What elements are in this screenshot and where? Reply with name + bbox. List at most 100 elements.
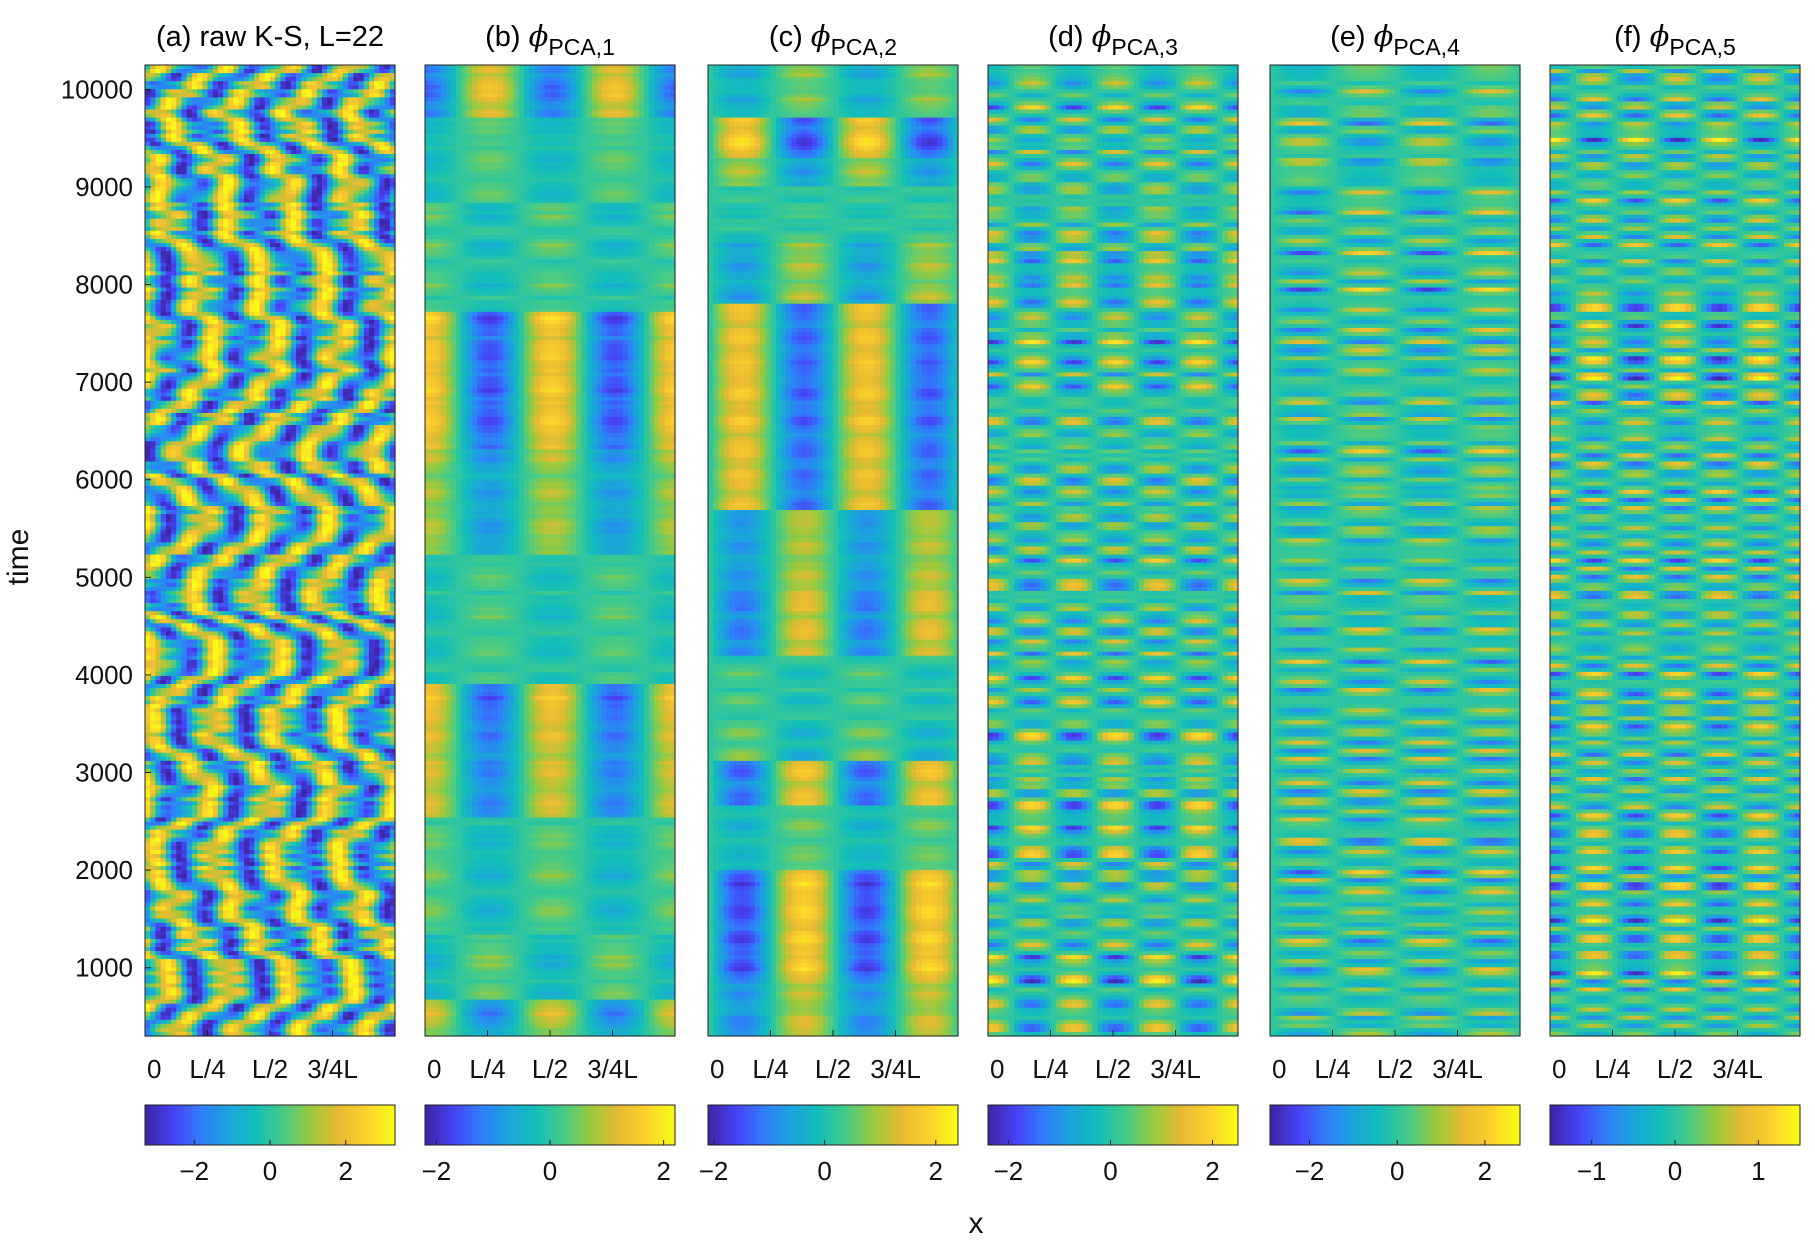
colorbar-a: −2 0 2 <box>145 1105 396 1186</box>
phi-symbol-d: ϕ <box>1092 19 1112 53</box>
x-tick-label-f-2: L/2 <box>1657 1054 1693 1084</box>
x-tick-label-b-1: L/4 <box>469 1054 505 1084</box>
panel-title-prefix-c: (c) <box>769 21 811 53</box>
colorbar-tick-label-d-0: −2 <box>994 1156 1024 1186</box>
colorbar-c: −2 0 2 <box>699 1105 959 1186</box>
x-ticks-e: 0 L/4 L/2 3/4L <box>1270 1030 1483 1084</box>
panel-title-f: (f) ϕPCA,5 <box>1614 19 1736 60</box>
heatmap-e <box>1270 65 1521 1037</box>
phi-symbol-e: ϕ <box>1374 19 1394 53</box>
colorbar-tick-label-e-1: 0 <box>1390 1156 1404 1186</box>
panel-title-prefix-f: (f) <box>1614 21 1649 53</box>
y-tick-label-4: 5000 <box>75 562 133 592</box>
panel-title-subscript-e: PCA,4 <box>1393 34 1460 60</box>
colorbar-tick-label-a-0: −2 <box>179 1156 209 1186</box>
colorbar-tick-label-d-1: 0 <box>1103 1156 1117 1186</box>
y-tick-label-9: 10000 <box>61 74 133 104</box>
panel-title-b: (b) ϕPCA,1 <box>485 19 615 60</box>
x-tick-label-a-0: 0 <box>147 1054 161 1084</box>
y-tick-label-8: 9000 <box>75 172 133 202</box>
colorbar-d: −2 0 2 <box>988 1105 1239 1186</box>
x-tick-label-d-3: 3/4L <box>1150 1054 1201 1084</box>
y-axis: 1000 2000 3000 4000 5000 6000 7000 8000 9000 1000… <box>61 74 151 982</box>
panel-title-prefix-d: (d) <box>1048 21 1092 53</box>
x-tick-label-b-2: L/2 <box>532 1054 568 1084</box>
x-tick-label-e-0: 0 <box>1272 1054 1286 1084</box>
panel-c: (c) ϕPCA,2 0 L/4 L/2 3/4L −2 0 2 <box>699 19 959 1186</box>
x-tick-label-f-1: L/4 <box>1594 1054 1630 1084</box>
panel-e: (e) ϕPCA,4 0 L/4 L/2 3/4L −2 0 2 <box>1270 19 1521 1186</box>
x-tick-label-c-1: L/4 <box>752 1054 788 1084</box>
phi-symbol-b: ϕ <box>529 19 549 53</box>
x-tick-label-e-1: L/4 <box>1314 1054 1350 1084</box>
x-tick-label-f-0: 0 <box>1552 1054 1566 1084</box>
x-tick-label-c-0: 0 <box>710 1054 724 1084</box>
panel-title-subscript-b: PCA,1 <box>548 34 614 60</box>
x-tick-label-c-3: 3/4L <box>870 1054 921 1084</box>
colorbar-tick-label-d-2: 2 <box>1205 1156 1219 1186</box>
colorbar-tick-label-c-0: −2 <box>699 1156 729 1186</box>
panel-b: (b) ϕPCA,1 0 L/4 L/2 3/4L −2 0 2 <box>422 19 676 1186</box>
y-axis-label: time <box>2 529 35 586</box>
y-tick-label-6: 7000 <box>75 367 133 397</box>
heatmap-c <box>708 65 959 1037</box>
x-ticks-d: 0 L/4 L/2 3/4L <box>988 1030 1201 1084</box>
colorbar-tick-label-a-1: 0 <box>263 1156 277 1186</box>
colorbar-tick-label-c-1: 0 <box>817 1156 831 1186</box>
x-tick-label-d-1: L/4 <box>1032 1054 1068 1084</box>
colorbar-e: −2 0 2 <box>1270 1105 1521 1186</box>
colorbar-tick-label-f-2: 1 <box>1751 1156 1765 1186</box>
panel-a: (a) raw K-S, L=22 0 L/4 L/2 3/4L −2 0 2 <box>145 21 396 1186</box>
y-tick-label-2: 3000 <box>75 758 133 788</box>
panel-title-prefix-b: (b) <box>485 21 529 53</box>
y-tick-label-5: 6000 <box>75 465 133 495</box>
x-tick-label-b-0: 0 <box>427 1054 441 1084</box>
colorbar-tick-label-e-2: 2 <box>1478 1156 1492 1186</box>
phi-symbol-c: ϕ <box>811 19 831 53</box>
x-tick-label-b-3: 3/4L <box>587 1054 638 1084</box>
panel-title-a: (a) raw K-S, L=22 <box>156 21 384 53</box>
panel-f: (f) ϕPCA,5 0 L/4 L/2 3/4L −1 0 1 <box>1550 19 1801 1186</box>
colorbar-tick-label-c-2: 2 <box>929 1156 943 1186</box>
x-ticks-f: 0 L/4 L/2 3/4L <box>1550 1030 1763 1084</box>
x-tick-label-a-1: L/4 <box>189 1054 225 1084</box>
x-tick-label-a-2: L/2 <box>252 1054 288 1084</box>
x-tick-label-f-3: 3/4L <box>1712 1054 1763 1084</box>
x-ticks-b: 0 L/4 L/2 3/4L <box>425 1030 638 1084</box>
x-ticks-a: 0 L/4 L/2 3/4L <box>145 1030 358 1084</box>
panels: (a) raw K-S, L=220 L/4 L/2 3/4L−2 0 2(b) ϕPCA… <box>145 19 1801 1186</box>
x-tick-label-e-3: 3/4L <box>1432 1054 1483 1084</box>
panel-d: (d) ϕPCA,3 0 L/4 L/2 3/4L −2 0 2 <box>988 19 1239 1186</box>
x-tick-label-c-2: L/2 <box>815 1054 851 1084</box>
phi-symbol-f: ϕ <box>1650 19 1670 53</box>
x-ticks-c: 0 L/4 L/2 3/4L <box>708 1030 921 1084</box>
y-tick-label-1: 2000 <box>75 855 133 885</box>
panel-title-e: (e) ϕPCA,4 <box>1330 19 1460 60</box>
panel-title-subscript-c: PCA,2 <box>831 34 897 60</box>
panel-title-c: (c) ϕPCA,2 <box>769 19 897 60</box>
colorbar-tick-label-e-0: −2 <box>1295 1156 1325 1186</box>
y-tick-label-7: 8000 <box>75 270 133 300</box>
colorbar-tick-label-b-0: −2 <box>422 1156 452 1186</box>
colorbar-tick-label-b-1: 0 <box>543 1156 557 1186</box>
colorbar-tick-label-f-1: 0 <box>1668 1156 1682 1186</box>
colorbar-f: −1 0 1 <box>1550 1105 1801 1186</box>
colorbar-tick-label-b-2: 2 <box>656 1156 670 1186</box>
x-tick-label-d-2: L/2 <box>1095 1054 1131 1084</box>
x-tick-label-e-2: L/2 <box>1377 1054 1413 1084</box>
heatmap-f <box>1550 65 1801 1037</box>
colorbar-tick-label-f-0: −1 <box>1577 1156 1607 1186</box>
panel-title-d: (d) ϕPCA,3 <box>1048 19 1178 60</box>
panel-title-subscript-d: PCA,3 <box>1111 34 1177 60</box>
heatmap-b <box>425 65 676 1037</box>
x-tick-label-d-0: 0 <box>990 1054 1004 1084</box>
heatmap-a <box>145 65 396 1037</box>
y-tick-label-3: 4000 <box>75 660 133 690</box>
x-tick-label-a-3: 3/4L <box>307 1054 358 1084</box>
panel-title-prefix-e: (e) <box>1330 21 1374 53</box>
colorbar-tick-label-a-2: 2 <box>339 1156 353 1186</box>
y-tick-label-0: 1000 <box>75 953 133 983</box>
colorbar-b: −2 0 2 <box>422 1105 676 1186</box>
heatmap-d <box>988 65 1239 1037</box>
